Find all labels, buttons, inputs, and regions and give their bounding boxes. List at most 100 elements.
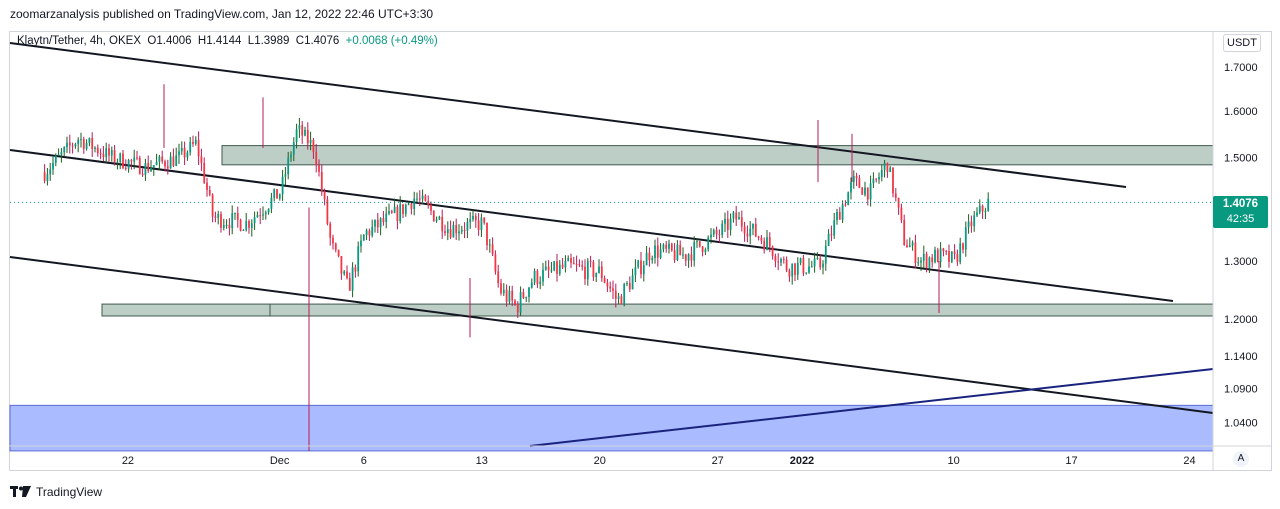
candle-body — [572, 262, 575, 265]
candle-body — [822, 263, 824, 268]
candle-body — [138, 157, 141, 174]
candle-body — [606, 282, 609, 287]
candle-body — [684, 254, 687, 261]
candle-body — [791, 263, 794, 277]
candle-body — [760, 237, 763, 241]
candle-body — [96, 147, 99, 154]
auto-scale-button[interactable]: A — [1233, 451, 1249, 467]
candle-body — [550, 270, 553, 272]
candle-body — [234, 212, 236, 214]
candle-body — [841, 204, 844, 220]
candle-body — [438, 216, 441, 220]
candle-body — [855, 176, 858, 179]
candle-body — [270, 197, 273, 209]
candle-body — [637, 260, 640, 268]
candle-body — [892, 167, 894, 194]
candle-body — [673, 250, 676, 260]
candle-body — [788, 270, 791, 277]
candle-body — [214, 216, 217, 218]
candle-body — [259, 215, 262, 217]
candle-body — [824, 245, 827, 264]
candle-body — [626, 283, 628, 285]
candle-body — [581, 265, 584, 267]
candle-body — [948, 251, 950, 262]
candle-body — [600, 266, 603, 279]
candle-body — [242, 229, 245, 231]
price-tick-label: 1.1400 — [1224, 351, 1258, 363]
candle-body — [127, 160, 130, 169]
candle-body — [903, 220, 906, 246]
candle-body — [326, 199, 329, 224]
candle-body — [782, 258, 785, 260]
candle-body — [763, 240, 766, 250]
candle-body — [133, 157, 136, 162]
candle-body — [388, 211, 390, 214]
candle-body — [642, 265, 645, 275]
candle-body — [360, 240, 362, 247]
candle-body — [161, 156, 164, 162]
candle-body — [217, 213, 220, 218]
candle-body — [452, 225, 455, 238]
symbol-name: Klaytn/Tether, 4h, OKEX — [17, 35, 142, 47]
candle-body — [749, 228, 752, 237]
candle-body — [463, 229, 466, 231]
candle-body — [497, 271, 500, 284]
time-tick-label: 2022 — [790, 455, 814, 467]
candle-body — [211, 194, 214, 217]
candle-body — [295, 129, 298, 143]
candle-body — [85, 143, 88, 149]
candle-body — [253, 217, 256, 224]
candle-body — [407, 203, 410, 205]
candle-body — [556, 261, 558, 274]
candle-body — [872, 178, 875, 184]
candle-body — [306, 129, 309, 144]
candle-body — [449, 229, 452, 238]
candle-body — [964, 227, 967, 250]
candle-body — [981, 205, 984, 212]
candle-body — [542, 269, 544, 282]
candle-body — [390, 211, 393, 213]
candle-body — [180, 147, 183, 152]
candle-body — [628, 283, 631, 290]
candle-body — [480, 217, 483, 231]
candles-layer — [10, 84, 1213, 451]
time-tick-label: 22 — [122, 455, 134, 467]
candle-body — [553, 261, 556, 271]
candle-body — [486, 222, 488, 246]
currency-button[interactable]: USDT — [1223, 34, 1261, 52]
candle-body — [936, 249, 939, 262]
candle-body — [869, 183, 872, 200]
candle-body — [816, 258, 819, 260]
candle-body — [665, 244, 668, 249]
candle-body — [533, 270, 536, 283]
time-tick-label: 13 — [476, 455, 488, 467]
candle-body — [858, 178, 861, 188]
candle-body — [63, 147, 66, 153]
channel-bottom-line — [9, 256, 1214, 414]
candle-body — [651, 258, 654, 261]
candle-body — [922, 253, 925, 261]
candle-body — [754, 223, 757, 237]
candle-body — [458, 231, 460, 234]
candle-body — [110, 150, 113, 156]
candle-body — [119, 153, 122, 162]
candle-body — [348, 278, 351, 291]
candle-body — [108, 148, 110, 156]
candle-body — [158, 156, 161, 162]
candle-body — [416, 198, 418, 200]
candle-body — [656, 245, 659, 258]
candle-body — [402, 204, 404, 214]
footer-brand[interactable]: TradingView — [36, 485, 103, 499]
candle-body — [220, 213, 222, 228]
candle-body — [136, 157, 138, 159]
candle-body — [614, 290, 617, 299]
ohlc-close: C1.4076 — [295, 35, 340, 47]
candle-body — [264, 212, 267, 215]
candle-body — [950, 251, 953, 262]
candle-body — [200, 156, 203, 163]
candle-body — [164, 161, 166, 167]
publisher-line: zoomarzanalysis published on TradingView… — [10, 7, 434, 21]
zone-lower — [9, 404, 1214, 452]
candle-body — [794, 263, 796, 275]
